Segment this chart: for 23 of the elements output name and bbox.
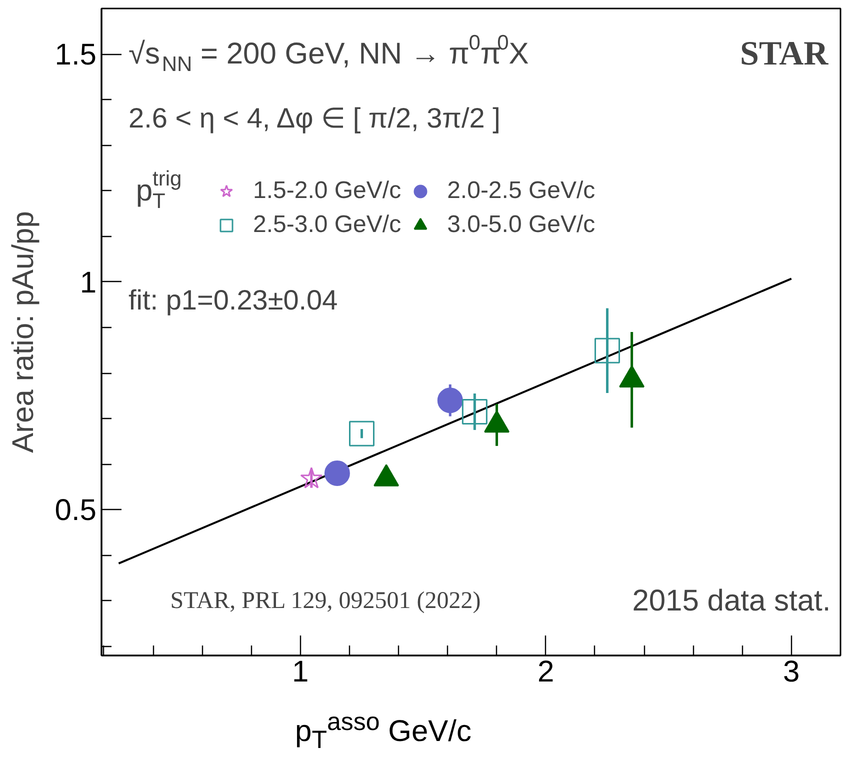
annotation: 2.6 < η < 4, Δφ ∈ [ π/2, 3π/2 ] — [128, 102, 500, 134]
x-axis-title: p$_{T}$$^{asso}$ GeV/c — [295, 707, 472, 756]
legend-label: 2.0-2.5 GeV/c — [447, 177, 596, 205]
point — [462, 398, 488, 424]
point — [348, 420, 374, 446]
y-tick-label: 0.5 — [54, 494, 97, 528]
y-axis-title: Area ratio: pAu/pp — [6, 211, 40, 453]
annotation: 2015 data stat. — [632, 584, 831, 618]
x-tick-label: 2 — [538, 656, 554, 688]
legend-label: 3.0-5.0 GeV/c — [447, 211, 596, 239]
x-tick-label: 1 — [292, 656, 309, 688]
point — [324, 460, 350, 486]
annotation: STAR — [740, 36, 829, 73]
annotation: fit: p1=0.23±0.04 — [128, 284, 338, 316]
point — [437, 388, 463, 414]
x-tick-label: 3 — [783, 656, 800, 688]
point — [300, 466, 323, 488]
annotation: STAR, PRL 129, 092501 (2022) — [170, 588, 481, 614]
y-tick-label: 1 — [80, 266, 97, 300]
point — [594, 338, 620, 364]
legend-label: 1.5-2.0 GeV/c — [253, 177, 402, 205]
y-tick-label: 1.5 — [54, 38, 97, 72]
legend-label: 2.5-3.0 GeV/c — [253, 211, 402, 239]
